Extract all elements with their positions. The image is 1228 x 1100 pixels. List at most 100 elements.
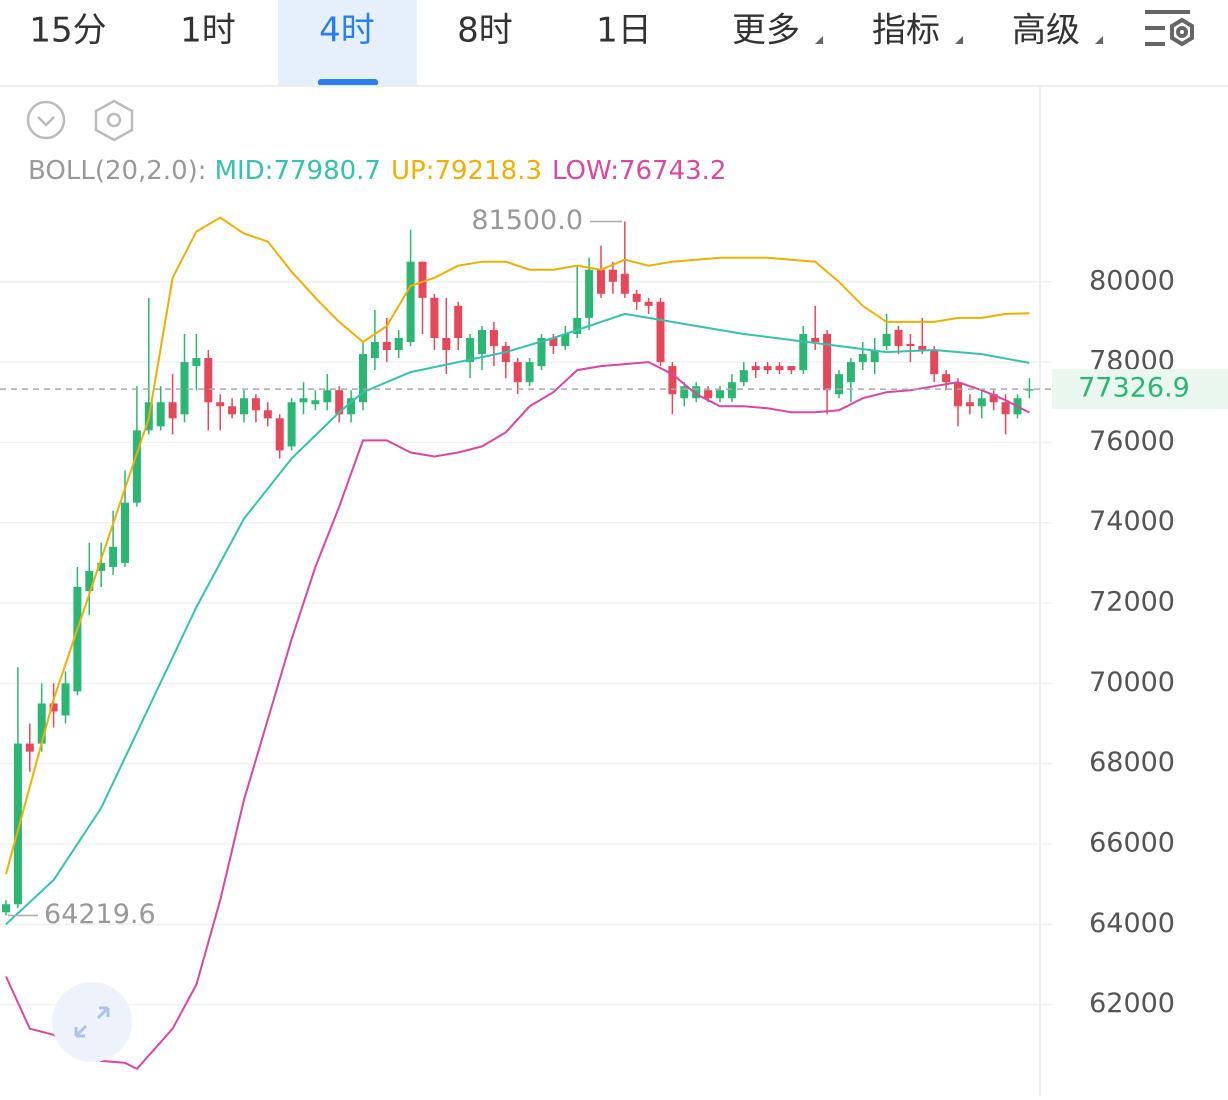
candle-body: [835, 374, 843, 395]
candle-body: [954, 382, 962, 407]
candle-body: [585, 269, 594, 318]
candle-body: [1001, 402, 1010, 415]
tab[interactable]: 1日: [596, 11, 652, 51]
tab[interactable]: 高级: [1012, 11, 1080, 51]
settings-icon[interactable]: [1145, 10, 1194, 47]
candle-body: [906, 344, 915, 347]
fullscreen-button[interactable]: [52, 982, 132, 1062]
candle-body: [930, 350, 939, 375]
candle-body: [299, 398, 308, 403]
band-line: [5, 312, 1030, 926]
y-tick-label: 70000: [1089, 667, 1175, 698]
candle-body: [1025, 389, 1034, 391]
low-mark-label: 64219.6: [44, 899, 156, 930]
candle-body: [573, 317, 582, 334]
candle-body: [704, 390, 713, 399]
candle-body: [263, 410, 272, 419]
indicator-value: 76743.2: [619, 156, 727, 186]
candle-body: [846, 362, 855, 383]
active-tab-indicator: [318, 79, 378, 86]
candle-body: [73, 586, 82, 692]
candle-body: [347, 398, 356, 415]
indicator-label: MID:: [215, 156, 274, 186]
tab[interactable]: 4时: [319, 11, 375, 51]
candle-body: [977, 398, 986, 407]
indicator-value: 79218.3: [434, 156, 542, 186]
candle-body: [25, 743, 34, 752]
candle-body: [335, 390, 344, 415]
indicator-line: BOLL(20,2.0): MID:77980.7 UP:79218.3 LOW:76…: [28, 156, 726, 186]
y-tick-label: 74000: [1089, 506, 1175, 537]
candle-body: [525, 362, 534, 383]
candle-body: [394, 337, 403, 351]
candle-body: [716, 390, 724, 399]
candle-body: [228, 406, 237, 415]
candle-body: [894, 329, 903, 347]
tab[interactable]: 8时: [457, 11, 513, 51]
candle-body: [537, 337, 546, 367]
indicator-label: UP:: [391, 156, 434, 186]
high-mark-label: 81500.0: [471, 205, 583, 236]
candle-body: [430, 297, 439, 338]
candle-body: [2, 904, 10, 913]
candle-body: [121, 502, 129, 563]
indicator-name: BOLL(20,2.0):: [28, 156, 207, 186]
candle-body: [478, 329, 486, 355]
candle-body: [61, 683, 70, 716]
candle-body: [918, 346, 927, 351]
y-tick-label: 72000: [1089, 587, 1175, 618]
candle-body: [632, 293, 641, 302]
band-line: [5, 361, 1030, 1071]
candle-body: [109, 546, 118, 567]
plot: [0, 216, 1052, 1071]
indicator-label: LOW:: [552, 156, 619, 186]
indicator-settings[interactable]: [94, 99, 134, 142]
candle-body: [656, 301, 665, 363]
indicator-settings-dot: [106, 112, 122, 128]
candle-body: [13, 743, 22, 905]
candle-body: [799, 333, 808, 371]
candle-body: [620, 273, 629, 294]
candle-body: [787, 366, 796, 371]
candle-body: [644, 301, 653, 306]
candle-body: [870, 350, 879, 363]
candle-body: [49, 703, 58, 712]
candle-body: [751, 366, 760, 371]
candle-body: [501, 346, 510, 363]
candle-body: [561, 333, 570, 347]
candle-body: [442, 337, 451, 351]
y-tick-label: 80000: [1089, 265, 1175, 296]
candle-body: [323, 390, 332, 403]
candle-body: [823, 333, 832, 391]
last-price-box: [1052, 369, 1228, 410]
collapse-button[interactable]: [26, 100, 66, 140]
dropdown-triangles: [815, 36, 1103, 44]
candle-body: [727, 382, 736, 399]
candle-body: [942, 374, 951, 383]
collapse-arrow: [37, 116, 55, 127]
candle-body: [418, 261, 427, 298]
candle-body: [858, 354, 867, 363]
candle-body: [287, 402, 296, 447]
candle-body: [597, 269, 605, 294]
tab[interactable]: 15分: [29, 11, 106, 51]
candle-body: [382, 342, 391, 351]
candle-body: [406, 261, 415, 343]
candle-body: [549, 337, 558, 347]
candle-body: [775, 366, 784, 371]
tab[interactable]: 1时: [180, 11, 236, 51]
tab[interactable]: 指标: [872, 11, 940, 51]
candle-body: [251, 398, 260, 411]
candle-body: [811, 337, 820, 343]
last-price-label: 77326.9: [1078, 373, 1190, 404]
y-tick-label: 76000: [1089, 426, 1175, 457]
tab[interactable]: 更多: [732, 11, 800, 51]
candle-body: [692, 386, 701, 399]
y-tick-label: 62000: [1089, 988, 1175, 1019]
candle-body: [739, 370, 748, 383]
active-tab-bg: [278, 0, 417, 86]
candle-body: [882, 333, 891, 347]
candle-body: [608, 269, 617, 282]
